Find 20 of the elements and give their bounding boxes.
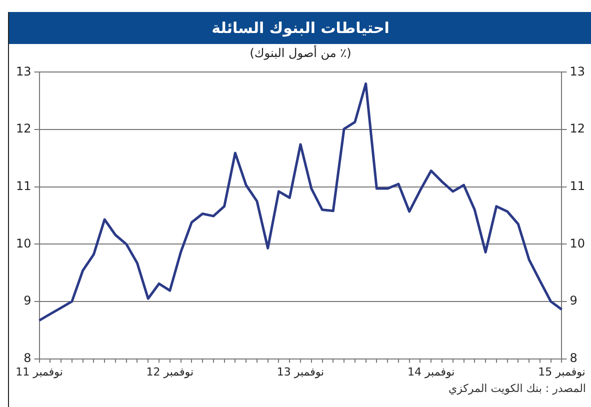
- y-tick-label: 13: [16, 64, 32, 78]
- chart-title: احتياطات البنوك السائلة: [9, 12, 591, 44]
- y-tick-label: 12: [16, 122, 32, 136]
- x-tick-label: نوفمبر 15: [538, 365, 586, 378]
- text: المصدر : بنك الكويت المركزي: [447, 382, 587, 395]
- y2-tick-label: 12: [570, 122, 586, 136]
- x-tick-label: نوفمبر 13: [276, 365, 324, 378]
- x-tick-label: نوفمبر 11: [16, 365, 63, 378]
- y-tick-label: 8: [24, 350, 32, 365]
- x-tick-label: نوفمبر 14: [407, 365, 455, 378]
- y-tick-label: 9: [24, 294, 32, 308]
- y-tick-label: 11: [16, 178, 32, 193]
- y2-tick-label: 10: [570, 236, 586, 250]
- y2-tick-label: 13: [570, 64, 586, 78]
- y-tick-label: 10: [16, 236, 32, 250]
- y2-tick-label: 8: [570, 350, 578, 365]
- y2-tick-label: 9: [570, 294, 578, 308]
- x-tick-label: نوفمبر 12: [146, 365, 194, 378]
- y2-tick-label: 11: [570, 178, 586, 193]
- chart-subtitle: (٪ من أصول البنوك): [248, 44, 352, 62]
